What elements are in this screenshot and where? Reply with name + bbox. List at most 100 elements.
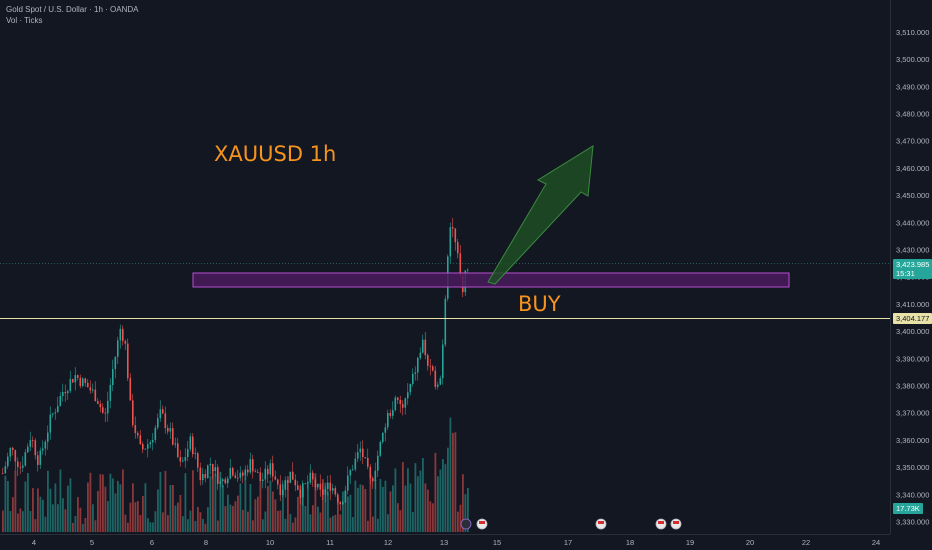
volume-bar <box>467 487 469 532</box>
volume-bar <box>207 507 209 532</box>
time-tick-label: 20 <box>746 538 754 547</box>
volume-bar <box>227 494 229 532</box>
volume-bar <box>229 504 232 532</box>
volume-bar <box>79 507 82 532</box>
volume-bar <box>242 509 244 532</box>
candle-body <box>442 344 444 379</box>
lightning-event-icon[interactable] <box>460 518 472 530</box>
volume-bar <box>239 483 242 532</box>
candle-body <box>54 412 57 414</box>
symbol-title[interactable]: Gold Spot / U.S. Dollar · 1h · OANDA <box>6 5 139 14</box>
candle-body <box>122 328 124 341</box>
up-arrow-shape[interactable] <box>487 145 594 285</box>
volume-bar <box>14 470 17 532</box>
candle-body <box>292 471 294 480</box>
last-price-label: 3,423.985 15:31 <box>893 259 932 279</box>
candle-body <box>304 483 307 484</box>
volume-bar <box>184 473 187 532</box>
candle-body <box>157 418 159 428</box>
candle-body <box>297 485 299 490</box>
candle-body <box>279 484 282 496</box>
candle-body <box>264 468 267 480</box>
volume-bar <box>409 483 412 532</box>
volume-bar <box>252 520 254 532</box>
volume-bar <box>144 483 147 532</box>
candle-body <box>172 428 174 445</box>
candle-body <box>274 476 277 480</box>
volume-bar <box>17 513 19 532</box>
price-tick-label: 3,400.000 <box>896 327 929 336</box>
candle-body <box>104 412 107 414</box>
volume-bar <box>422 458 424 532</box>
candle-body <box>334 488 337 495</box>
candle-body <box>187 449 189 458</box>
volume-bar <box>84 518 87 532</box>
volume-bar <box>289 513 292 532</box>
horizontal-line-price-label: 3,404.177 <box>893 313 932 324</box>
candle-body <box>197 453 199 468</box>
volume-bar <box>69 478 72 532</box>
volume-bar <box>22 511 24 532</box>
candle-body <box>92 389 94 391</box>
volume-bar <box>217 520 219 532</box>
price-tick-label: 3,330.000 <box>896 518 929 527</box>
candle-body <box>134 425 137 433</box>
volume-bar <box>157 489 159 532</box>
candle-body <box>32 440 34 441</box>
volume-bar <box>274 499 277 532</box>
volume-bar <box>449 417 452 532</box>
volume-bar <box>364 488 367 532</box>
volume-bar <box>202 518 204 532</box>
price-tick-label: 3,500.000 <box>896 55 929 64</box>
flag-stripe <box>673 521 679 524</box>
candle-body <box>42 448 44 451</box>
time-tick-label: 12 <box>384 538 392 547</box>
event-markers[interactable] <box>460 518 682 530</box>
price-tick-label: 3,340.000 <box>896 490 929 499</box>
candle-body <box>362 448 364 458</box>
candle-body <box>244 469 247 476</box>
volume-bar <box>302 487 304 532</box>
candle-body <box>17 461 19 468</box>
candle-body <box>384 427 387 433</box>
price-tick-label: 3,390.000 <box>896 354 929 363</box>
candle-body <box>22 465 24 468</box>
volume-bar <box>77 497 79 532</box>
candle-body <box>199 467 202 481</box>
volume-bar <box>32 488 34 532</box>
volume-bar <box>327 491 329 532</box>
volume-bar <box>67 485 69 532</box>
candle-body <box>444 298 447 345</box>
volume-bar <box>457 511 459 532</box>
volume-bar <box>102 474 104 532</box>
volume-bar <box>57 504 59 532</box>
volume-bar <box>94 520 97 532</box>
volume-bar <box>359 484 362 532</box>
volume-indicator-title[interactable]: Vol · Ticks <box>6 16 43 25</box>
volume-bar <box>189 510 192 532</box>
candle-body <box>314 479 317 488</box>
candle-body <box>364 457 367 458</box>
chart-text-annotation[interactable]: XAUUSD 1h <box>214 142 337 166</box>
candle-body <box>392 410 394 416</box>
buy-text-annotation[interactable]: BUY <box>518 292 561 316</box>
volume-bar <box>12 497 14 532</box>
price-tick-label: 3,450.000 <box>896 191 929 200</box>
volume-bar <box>107 501 109 532</box>
candle-body <box>312 472 314 480</box>
volume-bar <box>299 485 302 532</box>
volume-bar <box>309 514 312 532</box>
volume-bar <box>182 516 184 532</box>
candle-body <box>82 378 84 387</box>
candle-body <box>294 479 297 486</box>
volume-bar <box>344 490 347 532</box>
candle-body <box>347 475 349 491</box>
volume-bar <box>4 475 7 532</box>
volume-bar <box>447 447 449 532</box>
volume-bar <box>172 485 174 532</box>
volume-bar <box>397 503 399 532</box>
volume-bar <box>319 512 322 532</box>
time-axis[interactable]: 4 5 6 8 10 11 12 13 15 17 18 19 20 22 24 <box>32 538 880 547</box>
volume-bar <box>322 479 324 532</box>
